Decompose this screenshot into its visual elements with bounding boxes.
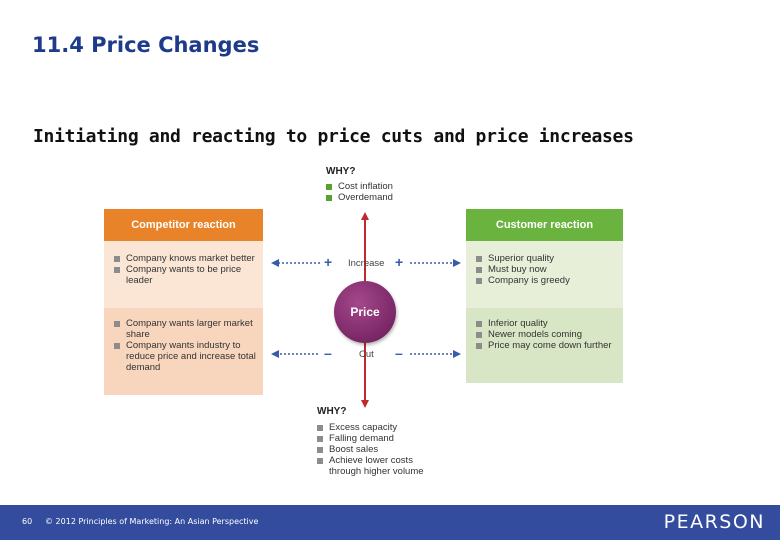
- why-bottom-item: Falling demand: [317, 433, 447, 444]
- competitor-cut-section: Company wants larger market share Compan…: [104, 308, 263, 395]
- increase-label: Increase: [348, 258, 385, 269]
- why-bottom-item: Boost sales: [317, 444, 447, 455]
- price-circle: Price: [334, 281, 396, 343]
- customer-cut-section: Inferior quality Newer models coming Pri…: [466, 308, 623, 383]
- customer-increase-item: Must buy now: [474, 264, 617, 275]
- minus-sign-left: –: [324, 345, 332, 361]
- customer-reaction-panel: Customer reaction Superior quality Must …: [466, 209, 623, 383]
- customer-cut-item: Newer models coming: [474, 329, 617, 340]
- page-subtitle: Initiating and reacting to price cuts an…: [33, 126, 634, 147]
- competitor-cut-item: Company wants larger market share: [112, 318, 257, 340]
- competitor-reaction-panel: Competitor reaction Company knows market…: [104, 209, 263, 395]
- competitor-increase-section: Company knows market better Company want…: [104, 241, 263, 308]
- footer-bar: 60 © 2012 Principles of Marketing: An As…: [0, 505, 780, 540]
- competitor-reaction-header: Competitor reaction: [104, 209, 263, 241]
- customer-cut-item: Price may come down further: [474, 340, 617, 351]
- competitor-cut-item: Company wants industry to reduce price a…: [112, 340, 257, 373]
- page-number: 60: [22, 517, 33, 526]
- plus-sign-right: +: [395, 254, 404, 270]
- why-bottom-item: Excess capacity: [317, 422, 447, 433]
- why-top-item: Cost inflation: [326, 181, 446, 192]
- why-top-item: Overdemand: [326, 192, 446, 203]
- why-bottom-item: Achieve lower costs through higher volum…: [317, 455, 447, 477]
- customer-cut-item: Inferior quality: [474, 318, 617, 329]
- copyright-text: © 2012 Principles of Marketing: An Asian…: [45, 517, 259, 526]
- customer-increase-item: Superior quality: [474, 253, 617, 264]
- why-bottom-label: WHY?: [317, 406, 347, 417]
- why-top-label: WHY?: [326, 166, 356, 177]
- plus-sign-left: +: [324, 254, 333, 270]
- customer-reaction-header: Customer reaction: [466, 209, 623, 241]
- minus-sign-right: –: [395, 345, 403, 361]
- page-title: 11.4 Price Changes: [32, 33, 260, 57]
- cut-label: Cut: [359, 349, 374, 360]
- why-top-list: Cost inflation Overdemand: [326, 181, 446, 203]
- competitor-increase-item: Company wants to be price leader: [112, 264, 257, 286]
- why-bottom-list: Excess capacity Falling demand Boost sal…: [317, 422, 447, 477]
- customer-increase-item: Company is greedy: [474, 275, 617, 286]
- customer-increase-section: Superior quality Must buy now Company is…: [466, 241, 623, 308]
- competitor-increase-item: Company knows market better: [112, 253, 257, 264]
- pearson-logo: PEARSON: [663, 511, 765, 533]
